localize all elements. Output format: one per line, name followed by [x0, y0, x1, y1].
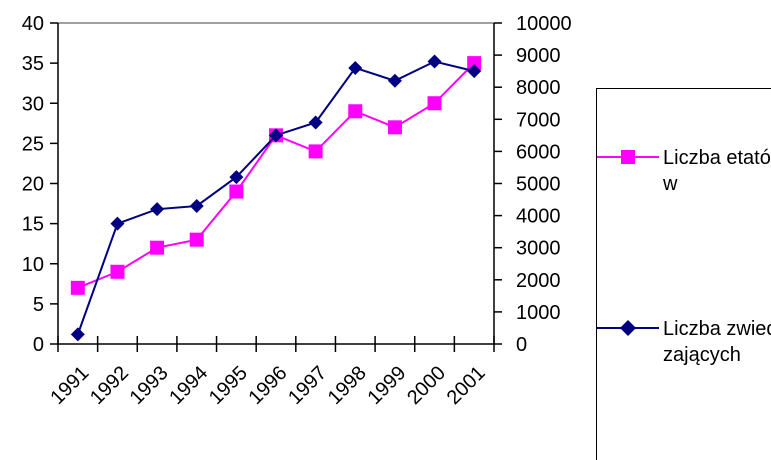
data-point-zwiedzajacy: [229, 170, 244, 185]
data-point-etaty: [189, 232, 204, 247]
x-tick-label: 1991: [46, 362, 93, 409]
y-right-tick-label: 1000: [516, 302, 561, 324]
data-point-zwiedzajacy: [387, 73, 402, 88]
legend-swatch-diamond-icon: [597, 316, 659, 340]
legend-label-zwiedzajacy: Liczba zwiedzających: [663, 318, 771, 366]
x-tick-label: 1999: [363, 362, 410, 409]
legend-entry-etaty: Liczba etatów: [597, 145, 771, 197]
y-right-tick-label: 4000: [516, 206, 561, 228]
y-right-tick-label: 9000: [516, 45, 561, 67]
y-left-tick-label: 35: [22, 53, 44, 75]
tick-labels: 0 5 10 15 20 25 30 35 40 0 1000 2000 3000 4000 5000 600…: [22, 13, 572, 409]
y-left-tick-label: 40: [22, 13, 44, 35]
x-tick-label: 2001: [443, 362, 490, 409]
data-point-etaty: [229, 184, 244, 199]
y-right-tick-label: 2000: [516, 270, 561, 292]
y-left-tick-label: 25: [22, 133, 44, 155]
x-tick-label: 1995: [205, 362, 252, 409]
x-tick-label: 1997: [284, 362, 331, 409]
y-right-tick-label: 10000: [516, 13, 572, 35]
x-tick-label: 1992: [86, 362, 133, 409]
series-line-zwiedzajacy: [76, 60, 475, 335]
y-left-tick-label: 0: [33, 334, 44, 356]
data-point-zwiedzajacy: [269, 128, 283, 143]
series-group: [70, 54, 482, 342]
y-right-tick-label: 3000: [516, 238, 561, 260]
y-left-tick-label: 30: [22, 93, 44, 115]
data-point-zwiedzajacy: [427, 54, 442, 69]
legend-entry-zwiedzajacy: Liczba zwiedzających: [597, 316, 771, 368]
data-point-etaty: [387, 120, 402, 135]
y-left-tick-label: 15: [22, 214, 44, 236]
y-right-tick-label: 7000: [516, 109, 561, 131]
y-right-tick-label: 6000: [516, 141, 561, 163]
data-point-zwiedzajacy: [70, 327, 85, 342]
series-line-etaty: [77, 62, 475, 289]
legend-label-etaty: Liczba etatów: [663, 147, 771, 195]
legend-swatch-square-icon: [597, 145, 659, 169]
legend: Liczba etatów Liczba zwiedzających: [596, 88, 771, 460]
x-tick-label: 1993: [126, 362, 173, 409]
x-tick-label: 1998: [324, 362, 371, 409]
data-point-zwiedzajacy: [150, 202, 165, 217]
data-point-zwiedzajacy: [348, 60, 363, 75]
y-right-tick-label: 8000: [516, 77, 561, 99]
data-point-zwiedzajacy: [308, 115, 323, 130]
y-left-tick-label: 10: [22, 254, 44, 276]
data-point-etaty: [110, 264, 125, 279]
data-point-zwiedzajacy: [110, 216, 125, 231]
y-left-tick-label: 5: [33, 294, 44, 316]
y-right-tick-label: 0: [516, 334, 527, 356]
x-tick-label: 2000: [403, 362, 450, 409]
x-tick-label: 1996: [245, 362, 292, 409]
data-point-etaty: [427, 96, 442, 111]
data-point-zwiedzajacy: [189, 198, 204, 213]
data-point-etaty: [467, 56, 482, 71]
data-point-etaty: [348, 104, 363, 119]
data-point-zwiedzajacy: [467, 64, 482, 79]
data-point-etaty: [70, 280, 85, 295]
data-point-etaty: [308, 144, 323, 159]
x-tick-label: 1994: [165, 362, 212, 409]
y-right-tick-label: 5000: [516, 174, 561, 196]
chart-axes: [50, 22, 502, 352]
y-left-tick-label: 20: [22, 174, 44, 196]
data-point-etaty: [150, 240, 165, 255]
